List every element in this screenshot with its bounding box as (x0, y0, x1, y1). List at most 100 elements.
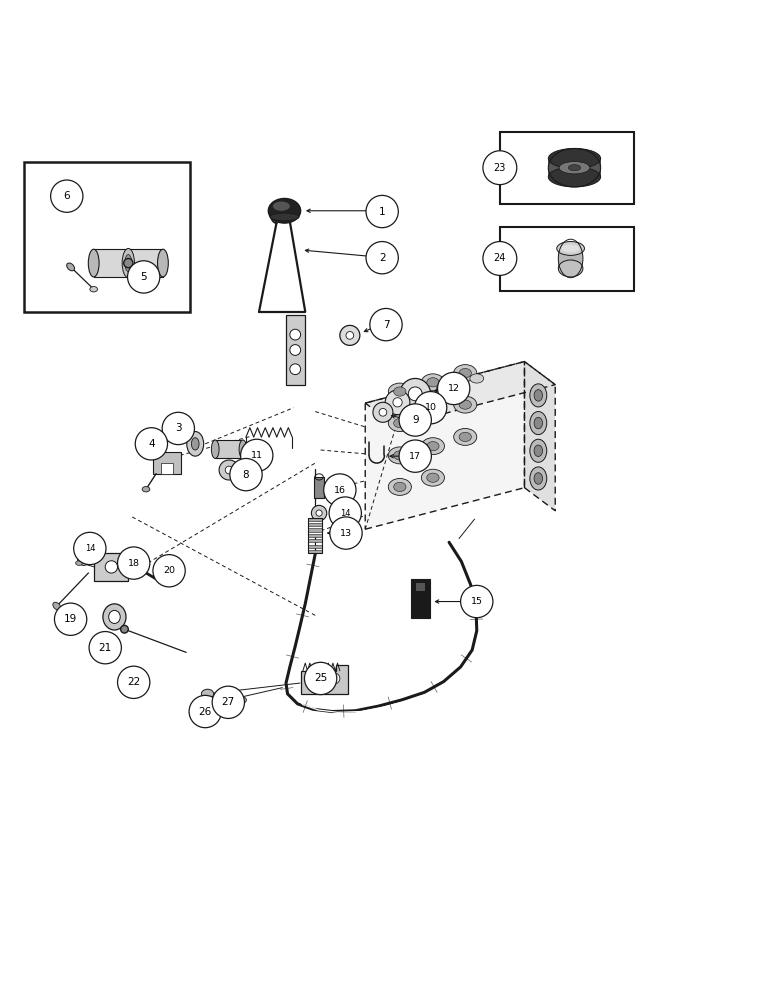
Circle shape (385, 390, 410, 415)
Text: 5: 5 (141, 272, 147, 282)
Ellipse shape (388, 478, 411, 495)
Ellipse shape (236, 697, 246, 703)
Ellipse shape (558, 260, 583, 277)
Text: 27: 27 (222, 697, 235, 707)
Ellipse shape (122, 248, 134, 278)
Ellipse shape (427, 378, 439, 387)
Text: 13: 13 (340, 529, 352, 538)
Ellipse shape (427, 442, 439, 451)
Circle shape (120, 625, 128, 633)
Circle shape (315, 673, 326, 684)
Circle shape (153, 555, 185, 587)
Ellipse shape (459, 368, 472, 378)
Circle shape (225, 466, 233, 474)
Circle shape (162, 412, 195, 445)
Bar (308, 550, 322, 553)
Ellipse shape (427, 409, 439, 418)
Ellipse shape (470, 374, 484, 383)
Bar (308, 534, 322, 537)
Bar (93, 249, 163, 277)
Text: 7: 7 (383, 320, 389, 330)
Circle shape (399, 404, 432, 436)
Ellipse shape (454, 396, 477, 413)
Circle shape (370, 308, 402, 341)
Circle shape (105, 561, 117, 573)
Ellipse shape (90, 287, 97, 292)
Ellipse shape (394, 482, 406, 492)
Ellipse shape (388, 383, 411, 400)
Ellipse shape (568, 165, 581, 171)
Ellipse shape (239, 440, 247, 458)
Circle shape (379, 408, 387, 416)
Bar (161, 463, 173, 474)
Ellipse shape (534, 445, 543, 457)
Ellipse shape (548, 167, 601, 187)
Text: 8: 8 (242, 470, 249, 480)
Ellipse shape (201, 689, 214, 698)
Text: 11: 11 (251, 451, 262, 460)
Ellipse shape (437, 383, 451, 392)
Bar (548, 158, 601, 177)
Circle shape (329, 497, 361, 529)
Ellipse shape (76, 561, 83, 565)
Ellipse shape (548, 148, 601, 168)
Ellipse shape (410, 391, 424, 400)
Text: 26: 26 (198, 707, 212, 717)
Text: 12: 12 (448, 384, 459, 393)
Ellipse shape (125, 255, 132, 272)
Ellipse shape (394, 451, 406, 460)
Circle shape (461, 585, 493, 618)
Circle shape (89, 632, 121, 664)
Bar (411, 579, 430, 618)
Bar (308, 518, 322, 521)
Ellipse shape (454, 428, 477, 445)
Ellipse shape (191, 438, 199, 450)
Ellipse shape (530, 467, 547, 490)
Circle shape (230, 458, 262, 491)
Polygon shape (301, 665, 347, 694)
Text: 22: 22 (127, 677, 141, 687)
Text: 19: 19 (64, 614, 77, 624)
Circle shape (366, 195, 398, 228)
Circle shape (124, 258, 133, 268)
Circle shape (290, 329, 300, 340)
Text: 1: 1 (379, 207, 385, 217)
Bar (215, 440, 243, 458)
Ellipse shape (530, 439, 547, 462)
Ellipse shape (270, 213, 299, 221)
Circle shape (438, 372, 470, 405)
Text: 18: 18 (127, 559, 140, 568)
Ellipse shape (534, 390, 543, 401)
Bar (25, 162, 190, 312)
Circle shape (290, 364, 300, 375)
Polygon shape (524, 362, 555, 511)
Text: 17: 17 (409, 452, 422, 461)
Ellipse shape (422, 405, 445, 422)
Ellipse shape (454, 365, 477, 382)
Circle shape (117, 666, 150, 698)
Bar (308, 528, 322, 532)
Ellipse shape (66, 263, 75, 271)
Ellipse shape (394, 387, 406, 396)
Circle shape (135, 428, 168, 460)
Polygon shape (365, 362, 555, 426)
Circle shape (400, 378, 431, 409)
Text: 9: 9 (412, 415, 418, 425)
Circle shape (316, 510, 322, 516)
Bar (313, 477, 323, 498)
Ellipse shape (561, 245, 580, 252)
Ellipse shape (109, 610, 120, 623)
Ellipse shape (422, 374, 445, 391)
Ellipse shape (530, 412, 547, 435)
Text: 21: 21 (99, 643, 112, 653)
Text: 6: 6 (63, 191, 70, 201)
Ellipse shape (103, 604, 126, 630)
Ellipse shape (394, 418, 406, 428)
Ellipse shape (534, 417, 543, 429)
Circle shape (304, 662, 337, 695)
Ellipse shape (422, 469, 445, 486)
Circle shape (77, 553, 90, 565)
Bar (499, 227, 635, 291)
Ellipse shape (388, 415, 411, 432)
Ellipse shape (212, 440, 219, 458)
